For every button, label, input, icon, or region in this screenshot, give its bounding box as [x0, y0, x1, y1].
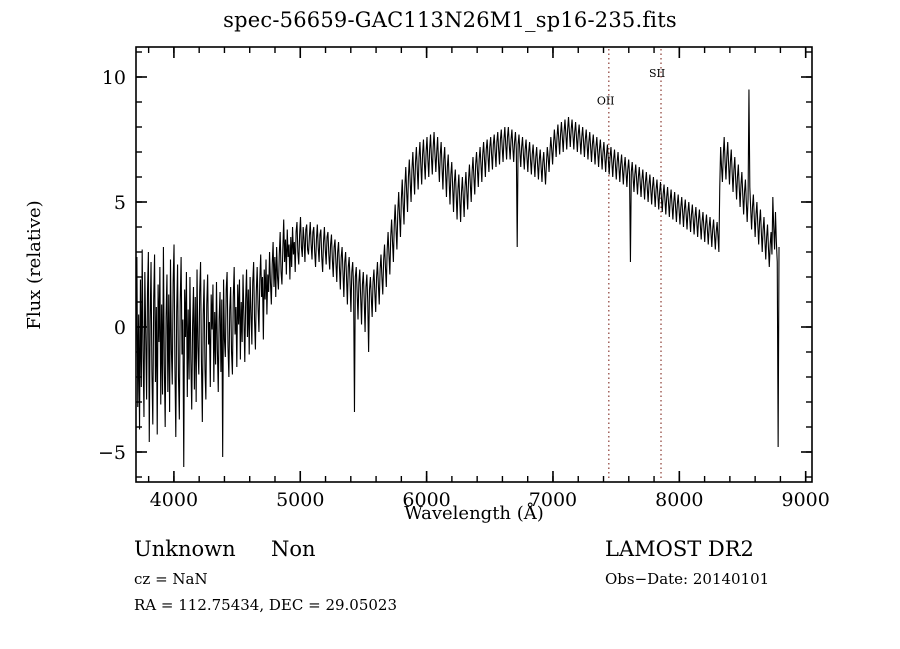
axis-tick-labels: 4000 5000 6000 7000 8000 9000 −5 0 5 10 — [98, 67, 830, 511]
observation-date: Obs−Date: 20140101 — [605, 570, 770, 588]
spectral-line-label: SII — [649, 67, 665, 80]
y-tick-label: −5 — [98, 442, 126, 464]
object-subclass: Non — [271, 537, 316, 561]
x-tick-label: 7000 — [529, 489, 577, 511]
spectral-line-labels: OII SII — [597, 67, 665, 108]
footer-left-block: Unknown Non cz = NaN RA = 112.75434, DEC… — [134, 534, 397, 618]
object-classification-line: Unknown Non — [134, 534, 397, 564]
object-class: Unknown — [134, 537, 236, 561]
spectral-line-label: OII — [597, 95, 615, 108]
axis-tick-marks — [136, 47, 812, 482]
y-tick-label: 10 — [102, 67, 126, 89]
x-tick-label: 5000 — [276, 489, 324, 511]
x-axis-label: Wavelength (Å) — [404, 502, 544, 524]
y-tick-label: 0 — [114, 317, 126, 339]
y-axis-label: Flux (relative) — [24, 200, 45, 329]
page-title: spec-56659-GAC113N26M1_sp16-235.fits — [223, 8, 677, 32]
survey-name: LAMOST DR2 — [605, 537, 754, 561]
plot-frame — [135, 46, 813, 483]
y-tick-label: 5 — [114, 192, 126, 214]
coordinates-line: RA = 112.75434, DEC = 29.05023 — [134, 596, 398, 614]
redshift-line: cz = NaN — [134, 570, 208, 588]
spectrum-chart: 4000 5000 6000 7000 8000 9000 −5 0 5 10 OII SII Wa… — [24, 46, 830, 524]
spectral-line-markers — [608, 49, 662, 480]
footer-right-block: LAMOST DR2 Obs−Date: 20140101 — [605, 534, 769, 592]
flux-trace — [136, 89, 780, 468]
x-tick-label: 4000 — [150, 489, 198, 511]
x-tick-label: 6000 — [402, 489, 450, 511]
x-tick-label: 9000 — [782, 489, 830, 511]
x-tick-label: 8000 — [655, 489, 703, 511]
